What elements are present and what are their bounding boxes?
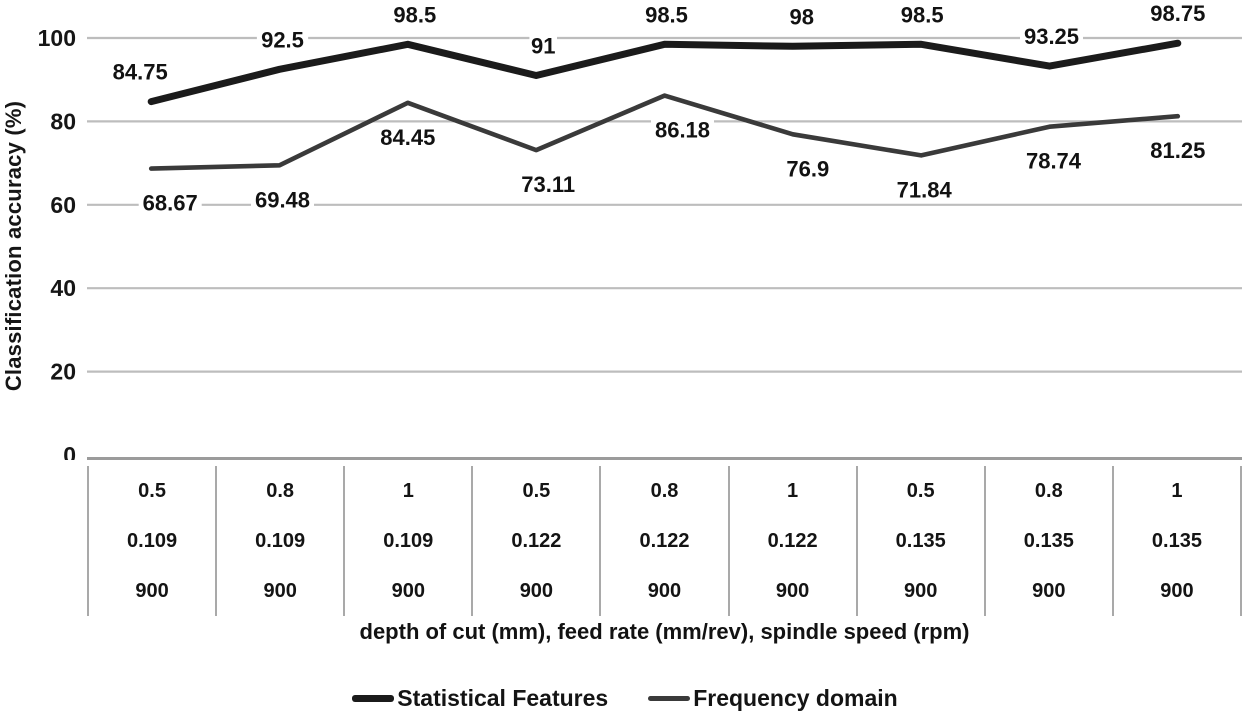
x-axis-category-table: 0.5 0.109 900 0.8 0.109 900 1 0.109 900 0.5 0.122 9… (87, 457, 1242, 616)
x-category-cell: 900 (1160, 579, 1194, 602)
data-label-frequency-domain: 78.74 (1026, 149, 1082, 174)
x-category-column-6: 1 0.122 900 (730, 466, 858, 616)
x-category-cell: 0.122 (639, 529, 690, 552)
x-category-cell: 1 (1171, 479, 1183, 502)
data-label-statistical-features: 98.5 (901, 2, 944, 27)
legend-label-statistical-features: Statistical Features (397, 685, 609, 711)
x-category-cell: 900 (519, 579, 554, 602)
data-label-bg (108, 61, 172, 85)
data-label-frequency-domain: 84.45 (380, 125, 435, 150)
series-line-frequency-domain (148, 93, 1181, 171)
series-line-statistical-features (147, 39, 1182, 106)
x-category-cell: 0.5 (138, 479, 166, 502)
x-category-column-7: 0.5 0.135 900 (858, 466, 986, 616)
data-label-statistical-features: 92.5 (261, 27, 304, 52)
x-category-cell: 900 (1032, 579, 1066, 602)
x-category-column-1: 0.5 0.109 900 (87, 466, 218, 616)
data-label-frequency-domain: 71.84 (897, 177, 953, 202)
y-tick-label-60: 60 (50, 192, 76, 218)
data-label-frequency-domain: 73.11 (521, 172, 575, 197)
x-category-cell: 0.109 (127, 529, 178, 552)
x-category-cell: 0.5 (906, 479, 935, 502)
data-label-bg (376, 126, 440, 150)
x-category-cell: 0.8 (1034, 479, 1063, 502)
x-category-column-2: 0.8 0.109 900 (217, 466, 346, 616)
x-category-cell: 1 (402, 479, 414, 502)
x-category-cell: 0.135 (1023, 529, 1074, 552)
legend: Statistical Features Frequency domain (0, 685, 1250, 712)
data-label-bg (640, 4, 693, 28)
x-category-cell: 0.109 (255, 529, 306, 552)
data-label-bg (389, 4, 441, 28)
data-label-bg (138, 192, 202, 216)
x-category-cell: 900 (135, 579, 169, 602)
data-label-bg (516, 174, 580, 198)
data-label-bg (892, 179, 956, 203)
data-label-frequency-domain: 76.9 (786, 156, 829, 181)
x-category-cell: 900 (775, 579, 810, 602)
data-label-frequency-domain: 68.67 (143, 191, 198, 216)
data-label-frequency-domain: 69.48 (255, 187, 310, 212)
data-label-statistical-features: 84.75 (113, 60, 168, 85)
x-category-cell: 0.8 (650, 479, 679, 502)
x-category-cell: 900 (647, 579, 682, 602)
data-label-bg (1146, 3, 1210, 27)
x-category-cell: 0.135 (895, 529, 946, 552)
data-label-statistical-features: 98.5 (645, 2, 688, 27)
data-label-bg (1020, 26, 1083, 50)
data-label-statistical-features: 91 (531, 34, 555, 59)
data-label-bg (1022, 150, 1085, 174)
x-category-cell: 0.135 (1151, 529, 1202, 552)
plot-area: 0 20 40 60 80 100 84.75 92.5 98.5 91 98.5 98 98.5 93.… (38, 1, 1242, 460)
data-label-bg (1146, 140, 1210, 164)
x-category-column-3: 1 0.109 900 (345, 466, 474, 616)
data-label-bg (529, 35, 557, 59)
data-label-frequency-domain: 86.18 (655, 118, 710, 143)
data-label-bg (788, 6, 816, 30)
data-label-statistical-features: 98.75 (1150, 1, 1205, 26)
x-category-cell: 900 (391, 579, 425, 602)
x-category-cell: 0.122 (511, 529, 562, 552)
data-label-statistical-features: 98.5 (393, 2, 436, 27)
y-tick-label-40: 40 (50, 275, 76, 301)
legend-item-frequency-domain: Frequency domain (648, 685, 898, 712)
x-category-column-4: 0.5 0.122 900 (473, 466, 602, 616)
data-label-frequency-domain: 81.25 (1150, 138, 1205, 163)
data-label-bg (256, 29, 309, 53)
x-category-cell: 0.5 (522, 479, 551, 502)
x-category-cell: 0.109 (383, 529, 434, 552)
legend-label-frequency-domain: Frequency domain (693, 685, 898, 711)
y-tick-label-0: 0 (63, 442, 76, 460)
legend-item-statistical-features: Statistical Features (352, 685, 608, 712)
statistical-features-line-swatch (352, 695, 395, 702)
x-category-column-8: 0.8 0.135 900 (986, 466, 1114, 616)
x-category-cell: 900 (263, 579, 297, 602)
x-category-cell: 0.8 (266, 479, 295, 502)
y-tick-label-80: 80 (50, 108, 76, 134)
data-label-bg (651, 119, 714, 143)
x-category-column-9: 1 0.135 900 (1114, 466, 1242, 616)
y-tick-label-20: 20 (50, 359, 76, 385)
data-label-statistical-features: 93.25 (1024, 24, 1079, 49)
data-label-bg (896, 4, 948, 28)
x-category-cell: 900 (904, 579, 938, 602)
y-tick-label-100: 100 (38, 25, 76, 51)
data-label-statistical-features: 98 (790, 4, 814, 29)
data-label-bg (251, 189, 314, 213)
x-category-cell: 0.122 (767, 529, 818, 552)
frequency-domain-line-swatch (648, 696, 691, 701)
x-category-cell: 1 (787, 479, 799, 502)
x-category-column-5: 0.8 0.122 900 (601, 466, 730, 616)
x-axis-title: depth of cut (mm), feed rate (mm/rev), s… (359, 619, 970, 644)
data-label-bg (782, 158, 834, 182)
